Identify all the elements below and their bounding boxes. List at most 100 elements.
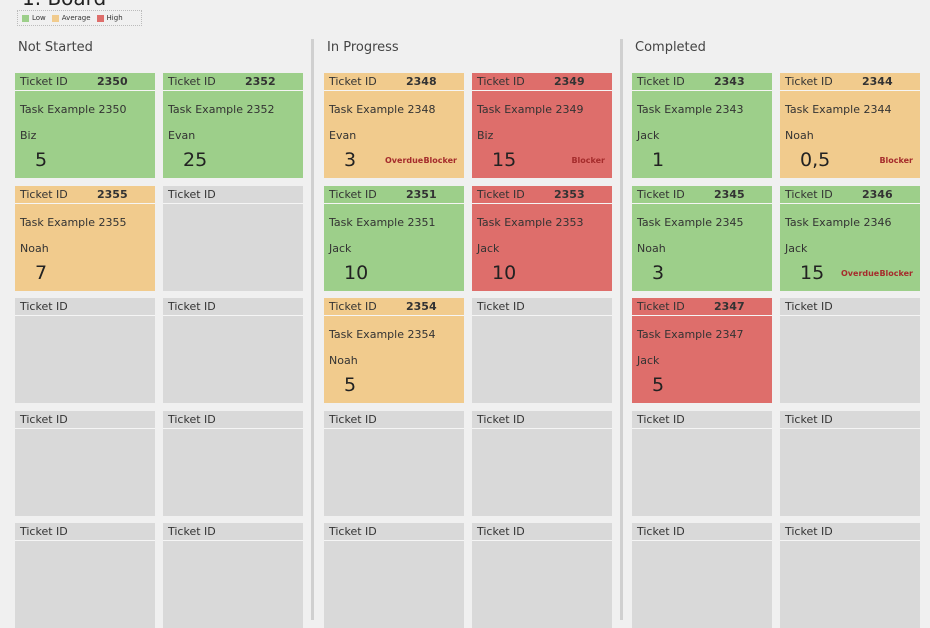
ticket-id-label: Ticket ID bbox=[20, 413, 68, 426]
ticket-id: 2352 bbox=[245, 75, 276, 88]
overdue-flag: Overdue bbox=[841, 269, 880, 278]
empty-ticket-slot[interactable]: Ticket ID bbox=[632, 411, 772, 516]
card-header: Ticket ID bbox=[163, 186, 303, 204]
ticket-id-label: Ticket ID bbox=[20, 188, 68, 201]
ticket-card[interactable]: Ticket ID 2349 Task Example 2349 Biz 15 Block… bbox=[472, 73, 612, 178]
ticket-card[interactable]: Ticket ID 2355 Task Example 2355 Noah 7 bbox=[15, 186, 155, 291]
ticket-id: 2347 bbox=[714, 300, 745, 313]
swatch-icon bbox=[51, 14, 59, 22]
ticket-card[interactable]: Ticket ID 2345 Task Example 2345 Noah 3 bbox=[632, 186, 772, 291]
empty-ticket-slot[interactable]: Ticket ID bbox=[163, 411, 303, 516]
ticket-card[interactable]: Ticket ID 2350 Task Example 2350 Biz 5 bbox=[15, 73, 155, 178]
ticket-id: 2354 bbox=[406, 300, 437, 313]
ticket-id-label: Ticket ID bbox=[477, 413, 525, 426]
empty-ticket-slot[interactable]: Ticket ID bbox=[324, 411, 464, 516]
task-name: Task Example 2343 bbox=[637, 103, 744, 116]
swatch-icon bbox=[22, 14, 29, 22]
priority-legend: Low Average High bbox=[17, 10, 142, 26]
card-header: Ticket ID 2345 bbox=[632, 186, 772, 204]
ticket-id: 2349 bbox=[554, 75, 585, 88]
card-header: Ticket ID 2351 bbox=[324, 186, 464, 204]
story-points: 1 bbox=[652, 149, 665, 171]
legend-label: Average bbox=[61, 14, 91, 22]
empty-ticket-slot[interactable]: Ticket ID bbox=[15, 298, 155, 403]
ticket-card[interactable]: Ticket ID 2352 Task Example 2352 Evan 25 bbox=[163, 73, 303, 178]
ticket-id-label: Ticket ID bbox=[168, 300, 216, 313]
ticket-id: 2345 bbox=[714, 188, 745, 201]
legend-item-high: High bbox=[96, 14, 123, 22]
story-points: 5 bbox=[35, 149, 48, 171]
empty-ticket-slot[interactable]: Ticket ID bbox=[15, 411, 155, 516]
card-header: Ticket ID bbox=[632, 411, 772, 429]
assignee: Jack bbox=[329, 242, 352, 255]
ticket-card[interactable]: Ticket ID 2346 Task Example 2346 Jack 15 Over… bbox=[780, 186, 920, 291]
ticket-card[interactable]: Ticket ID 2348 Task Example 2348 Evan 3 Overd… bbox=[324, 73, 464, 178]
assignee: Jack bbox=[637, 129, 660, 142]
story-points: 3 bbox=[652, 262, 665, 284]
card-header: Ticket ID bbox=[632, 523, 772, 541]
ticket-id-label: Ticket ID bbox=[477, 300, 525, 313]
swatch-icon bbox=[96, 14, 104, 22]
card-header: Ticket ID 2347 bbox=[632, 298, 772, 316]
assignee: Noah bbox=[329, 354, 358, 367]
card-header: Ticket ID 2343 bbox=[632, 73, 772, 91]
empty-ticket-slot[interactable]: Ticket ID bbox=[780, 298, 920, 403]
ticket-id-label: Ticket ID bbox=[637, 300, 685, 313]
ticket-card[interactable]: Ticket ID 2354 Task Example 2354 Noah 5 bbox=[324, 298, 464, 403]
task-name: Task Example 2349 bbox=[477, 103, 584, 116]
ticket-card[interactable]: Ticket ID 2353 Task Example 2353 Jack 10 bbox=[472, 186, 612, 291]
empty-ticket-slot[interactable]: Ticket ID bbox=[472, 298, 612, 403]
task-name: Task Example 2350 bbox=[20, 103, 127, 116]
empty-ticket-slot[interactable]: Ticket ID bbox=[324, 523, 464, 628]
ticket-id-label: Ticket ID bbox=[329, 525, 377, 538]
story-points: 10 bbox=[344, 262, 369, 284]
story-points: 25 bbox=[183, 149, 208, 171]
ticket-id-label: Ticket ID bbox=[329, 413, 377, 426]
ticket-id-label: Ticket ID bbox=[168, 75, 216, 88]
story-points: 0,5 bbox=[800, 149, 831, 171]
empty-ticket-slot[interactable]: Ticket ID bbox=[472, 411, 612, 516]
column-title: In Progress bbox=[327, 40, 399, 55]
assignee: Evan bbox=[168, 129, 196, 142]
ticket-id-label: Ticket ID bbox=[168, 525, 216, 538]
card-header: Ticket ID 2348 bbox=[324, 73, 464, 91]
ticket-id: 2350 bbox=[97, 75, 128, 88]
task-name: Task Example 2344 bbox=[785, 103, 892, 116]
ticket-id: 2348 bbox=[406, 75, 437, 88]
blocker-flag: Blocker bbox=[571, 156, 605, 165]
ticket-id-label: Ticket ID bbox=[637, 188, 685, 201]
ticket-id: 2344 bbox=[862, 75, 893, 88]
card-header: Ticket ID bbox=[472, 411, 612, 429]
card-header: Ticket ID bbox=[324, 523, 464, 541]
card-header: Ticket ID bbox=[163, 411, 303, 429]
ticket-id-label: Ticket ID bbox=[477, 75, 525, 88]
empty-ticket-slot[interactable]: Ticket ID bbox=[780, 411, 920, 516]
card-header: Ticket ID 2355 bbox=[15, 186, 155, 204]
ticket-card[interactable]: Ticket ID 2344 Task Example 2344 Noah 0,5 Blo… bbox=[780, 73, 920, 178]
assignee: Noah bbox=[637, 242, 666, 255]
empty-ticket-slot[interactable]: Ticket ID bbox=[632, 523, 772, 628]
empty-ticket-slot[interactable]: Ticket ID bbox=[163, 298, 303, 403]
ticket-card[interactable]: Ticket ID 2347 Task Example 2347 Jack 5 bbox=[632, 298, 772, 403]
ticket-id-label: Ticket ID bbox=[168, 413, 216, 426]
empty-ticket-slot[interactable]: Ticket ID bbox=[472, 523, 612, 628]
story-points: 15 bbox=[492, 149, 517, 171]
ticket-card[interactable]: Ticket ID 2351 Task Example 2351 Jack 10 bbox=[324, 186, 464, 291]
card-header: Ticket ID 2354 bbox=[324, 298, 464, 316]
ticket-card[interactable]: Ticket ID 2343 Task Example 2343 Jack 1 bbox=[632, 73, 772, 178]
ticket-id-label: Ticket ID bbox=[20, 300, 68, 313]
assignee: Noah bbox=[785, 129, 814, 142]
task-name: Task Example 2353 bbox=[477, 216, 584, 229]
task-name: Task Example 2354 bbox=[329, 328, 436, 341]
card-header: Ticket ID 2350 bbox=[15, 73, 155, 91]
empty-ticket-slot[interactable]: Ticket ID bbox=[780, 523, 920, 628]
empty-ticket-slot[interactable]: Ticket ID bbox=[163, 186, 303, 291]
story-points: 10 bbox=[492, 262, 517, 284]
empty-ticket-slot[interactable]: Ticket ID bbox=[163, 523, 303, 628]
ticket-id-label: Ticket ID bbox=[168, 188, 216, 201]
empty-ticket-slot[interactable]: Ticket ID bbox=[15, 523, 155, 628]
card-header: Ticket ID 2352 bbox=[163, 73, 303, 91]
card-header: Ticket ID bbox=[15, 298, 155, 316]
column-divider bbox=[311, 39, 314, 620]
overdue-flag: Overdue bbox=[385, 156, 424, 165]
